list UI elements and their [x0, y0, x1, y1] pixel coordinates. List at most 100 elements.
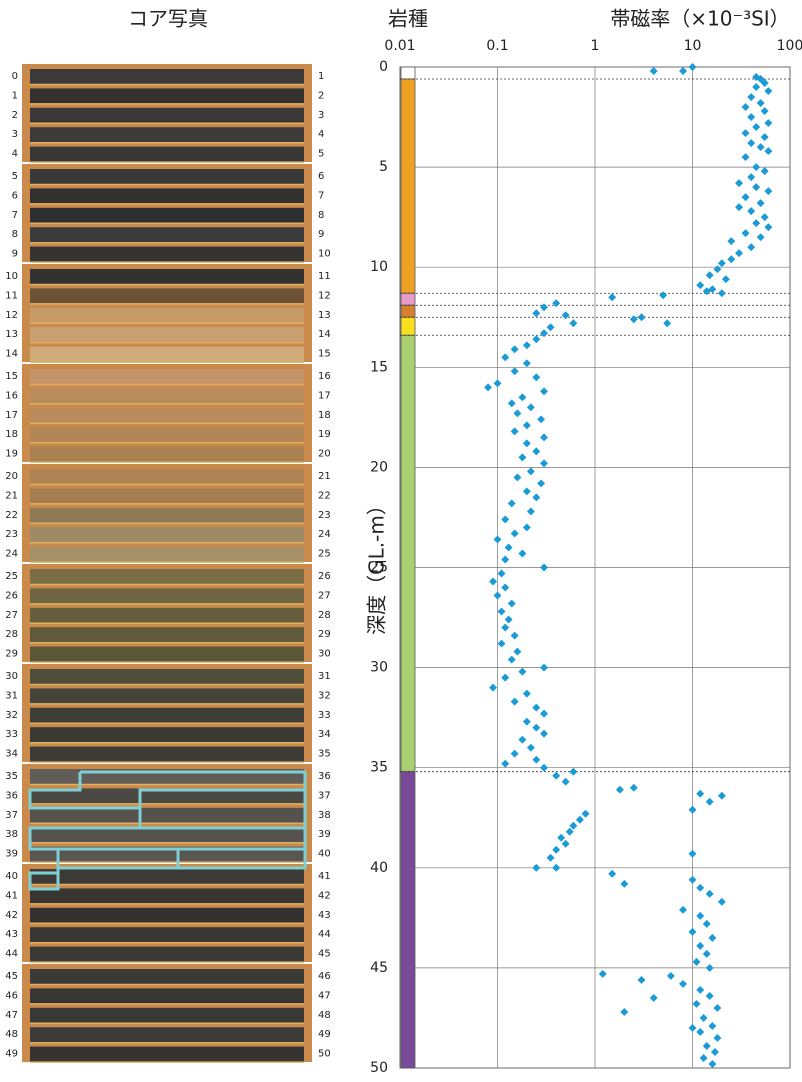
core-row	[30, 1027, 304, 1043]
highlight	[28, 847, 180, 891]
core-right-label: 35	[318, 749, 331, 760]
core-left-label: 48	[5, 1029, 18, 1040]
y-tick-label: 10	[370, 259, 388, 275]
data-point	[513, 647, 522, 656]
core-row	[30, 727, 304, 743]
core-left-label: 3	[12, 129, 18, 140]
chart-title: 帯磁率（×10⁻³SI）	[610, 7, 789, 31]
data-point	[540, 729, 548, 738]
core-row	[30, 107, 304, 123]
core-right-label: 29	[318, 629, 331, 640]
data-point	[522, 341, 531, 350]
data-point	[501, 555, 510, 564]
data-point	[679, 979, 688, 988]
data-point	[569, 767, 578, 776]
core-row	[30, 388, 304, 404]
data-point	[504, 543, 513, 552]
core-left-label: 0	[12, 71, 18, 82]
x-tick-label: 10	[684, 38, 702, 54]
data-point	[493, 379, 502, 388]
core-right-label: 5	[318, 149, 324, 160]
data-point	[532, 703, 541, 712]
core-right-label: 37	[318, 790, 331, 801]
core-right-label: 17	[318, 390, 331, 401]
data-point	[659, 291, 668, 300]
data-point	[532, 755, 541, 764]
lithology-layer	[400, 66, 416, 80]
data-point	[546, 323, 555, 332]
data-point	[501, 583, 510, 592]
data-point	[575, 815, 584, 824]
core-left-label: 6	[12, 190, 18, 201]
core-right-label: 41	[318, 871, 331, 882]
core-left-label: 22	[5, 510, 18, 521]
data-point	[493, 535, 502, 544]
data-point	[540, 459, 548, 468]
data-point	[540, 763, 548, 772]
data-point	[705, 963, 714, 972]
data-point	[717, 289, 726, 298]
data-point	[510, 427, 519, 436]
data-point	[741, 193, 750, 202]
core-row	[30, 1007, 304, 1023]
core-right-label: 14	[318, 329, 331, 340]
data-point	[713, 1003, 722, 1012]
data-point	[518, 667, 527, 676]
core-left-label: 11	[5, 290, 18, 301]
y-tick-label: 35	[370, 760, 388, 776]
data-point	[699, 1013, 708, 1022]
data-point	[522, 523, 531, 532]
data-point	[546, 853, 555, 862]
data-point	[507, 655, 516, 664]
data-point	[540, 563, 548, 572]
data-point	[518, 549, 527, 558]
core-row	[30, 207, 304, 223]
core-row	[30, 688, 304, 704]
core-left-label: 9	[12, 249, 18, 260]
core-row	[30, 488, 304, 504]
data-point	[540, 303, 548, 312]
data-point	[705, 271, 714, 280]
core-row	[30, 969, 304, 984]
data-point	[501, 759, 510, 768]
data-point	[717, 897, 726, 906]
data-point	[561, 839, 570, 848]
data-point	[663, 319, 672, 328]
data-point	[552, 863, 561, 872]
data-point	[702, 949, 711, 958]
highlight	[28, 826, 307, 851]
core-row	[30, 469, 304, 484]
data-point	[522, 689, 531, 698]
core-left-label: 37	[5, 810, 18, 821]
core-right-label: 49	[318, 1029, 331, 1040]
core-left-label: 2	[12, 110, 18, 121]
core-left-label: 39	[5, 849, 18, 860]
data-point	[764, 147, 773, 156]
core-left-label: 36	[5, 790, 18, 801]
core-left-label: 10	[5, 271, 18, 282]
data-point	[489, 577, 497, 586]
core-left-label: 5	[12, 171, 18, 182]
data-point	[727, 255, 736, 264]
core-right-label: 19	[318, 429, 331, 440]
core-left-label: 12	[5, 310, 18, 321]
data-point	[741, 229, 750, 238]
data-point	[649, 67, 658, 75]
core-left-label: 20	[5, 471, 18, 482]
core-row	[30, 569, 304, 584]
lithology-title: 岩種	[388, 7, 428, 31]
data-point	[507, 399, 516, 408]
core-row	[30, 169, 304, 184]
x-tick-label: 1	[591, 38, 600, 54]
core-row	[30, 507, 304, 523]
data-point	[510, 631, 519, 640]
data-point	[692, 999, 701, 1008]
core-right-label: 45	[318, 949, 331, 960]
data-point	[532, 447, 541, 456]
data-point	[569, 319, 578, 328]
data-point	[756, 99, 765, 107]
data-point	[702, 1042, 711, 1050]
core-right-label: 2	[318, 90, 324, 101]
core-right-label: 24	[318, 529, 331, 540]
core-row	[30, 427, 304, 443]
